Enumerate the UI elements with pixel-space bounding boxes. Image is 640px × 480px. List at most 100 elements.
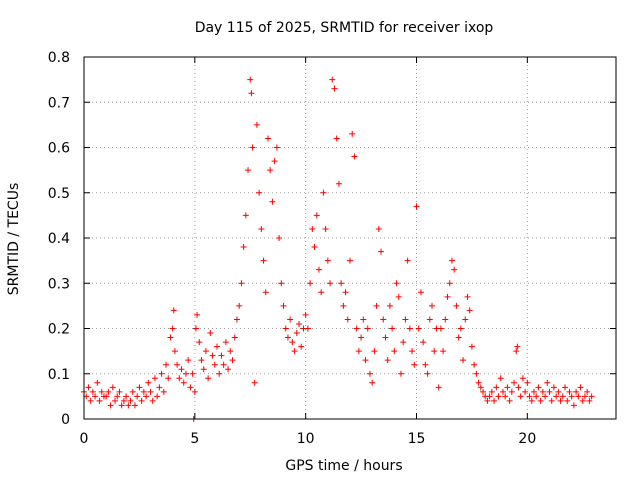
data-point bbox=[247, 76, 254, 83]
data-point bbox=[473, 370, 480, 377]
data-point bbox=[378, 248, 385, 255]
data-point bbox=[296, 320, 303, 327]
data-point bbox=[278, 280, 285, 287]
data-point bbox=[471, 361, 478, 368]
data-point bbox=[329, 76, 336, 83]
data-point bbox=[553, 393, 560, 400]
data-point bbox=[579, 397, 586, 404]
data-point bbox=[400, 339, 407, 346]
data-point bbox=[313, 212, 320, 219]
data-point bbox=[528, 397, 535, 404]
y-tick-label: 0.3 bbox=[48, 276, 70, 292]
data-point bbox=[497, 375, 504, 382]
data-point bbox=[431, 348, 438, 355]
data-point bbox=[112, 397, 119, 404]
data-point bbox=[464, 293, 471, 300]
data-point bbox=[253, 121, 260, 128]
data-point bbox=[87, 397, 94, 404]
data-point bbox=[382, 334, 389, 341]
x-tick-labels: 0 5 10 15 20 bbox=[80, 431, 537, 447]
data-point bbox=[448, 257, 455, 264]
data-point bbox=[291, 348, 298, 355]
data-point bbox=[264, 135, 271, 142]
data-point bbox=[202, 348, 209, 355]
data-point bbox=[426, 316, 433, 323]
data-point bbox=[331, 85, 338, 92]
data-point bbox=[187, 384, 194, 391]
x-tick-label: 15 bbox=[408, 431, 426, 447]
data-point bbox=[211, 361, 218, 368]
data-point bbox=[262, 289, 269, 296]
data-point bbox=[105, 388, 112, 395]
data-point bbox=[351, 153, 358, 160]
data-point bbox=[134, 393, 141, 400]
data-point bbox=[192, 325, 199, 332]
data-point bbox=[562, 384, 569, 391]
y-tick-label: 0.4 bbox=[48, 231, 70, 247]
data-point bbox=[429, 302, 436, 309]
data-point bbox=[517, 393, 524, 400]
data-point bbox=[340, 302, 347, 309]
data-point bbox=[457, 325, 464, 332]
data-point bbox=[198, 357, 205, 364]
data-point bbox=[380, 316, 387, 323]
data-point bbox=[271, 158, 278, 165]
data-point bbox=[477, 384, 484, 391]
data-point bbox=[318, 289, 325, 296]
data-point bbox=[140, 388, 147, 395]
data-point bbox=[573, 388, 580, 395]
data-point bbox=[530, 388, 537, 395]
y-tick-label: 0.7 bbox=[48, 95, 70, 111]
data-point bbox=[284, 334, 291, 341]
y-tick-label: 0 bbox=[61, 412, 70, 428]
data-point bbox=[98, 388, 105, 395]
data-point bbox=[535, 384, 542, 391]
data-point bbox=[276, 235, 283, 241]
data-point bbox=[486, 393, 493, 400]
x-tick-label: 10 bbox=[297, 431, 315, 447]
data-point bbox=[566, 388, 573, 395]
data-point bbox=[242, 212, 249, 219]
data-point bbox=[466, 307, 473, 314]
data-point bbox=[550, 384, 557, 391]
data-point bbox=[218, 352, 225, 359]
data-point bbox=[542, 393, 549, 400]
data-point bbox=[96, 397, 103, 404]
data-point bbox=[504, 384, 511, 391]
data-point bbox=[322, 225, 329, 232]
x-tick-label: 5 bbox=[190, 431, 199, 447]
x-axis-label: GPS time / hours bbox=[285, 458, 402, 474]
data-point bbox=[216, 370, 223, 377]
data-point bbox=[344, 316, 351, 323]
data-point bbox=[143, 393, 150, 400]
data-point bbox=[205, 375, 212, 382]
data-point bbox=[360, 316, 367, 323]
data-point bbox=[293, 330, 300, 337]
data-point bbox=[413, 203, 420, 210]
data-point bbox=[424, 370, 431, 377]
data-point bbox=[508, 388, 515, 395]
data-point bbox=[338, 280, 345, 287]
axis-ticks bbox=[83, 56, 616, 420]
data-point bbox=[248, 90, 255, 97]
data-point bbox=[514, 343, 521, 350]
data-point bbox=[169, 325, 176, 332]
data-point bbox=[366, 370, 373, 377]
data-point bbox=[442, 316, 449, 323]
data-point bbox=[462, 316, 469, 323]
data-point bbox=[557, 397, 564, 404]
data-point bbox=[513, 348, 520, 355]
data-point bbox=[435, 384, 442, 391]
data-point bbox=[406, 325, 413, 332]
data-point bbox=[109, 384, 116, 391]
data-point bbox=[511, 379, 518, 386]
data-points bbox=[81, 76, 595, 422]
data-point bbox=[581, 393, 588, 400]
data-point bbox=[258, 225, 265, 232]
data-point bbox=[417, 289, 424, 296]
data-point bbox=[165, 375, 172, 382]
y-tick-label: 0.2 bbox=[48, 322, 70, 338]
data-point bbox=[491, 397, 498, 404]
data-point bbox=[415, 325, 422, 332]
